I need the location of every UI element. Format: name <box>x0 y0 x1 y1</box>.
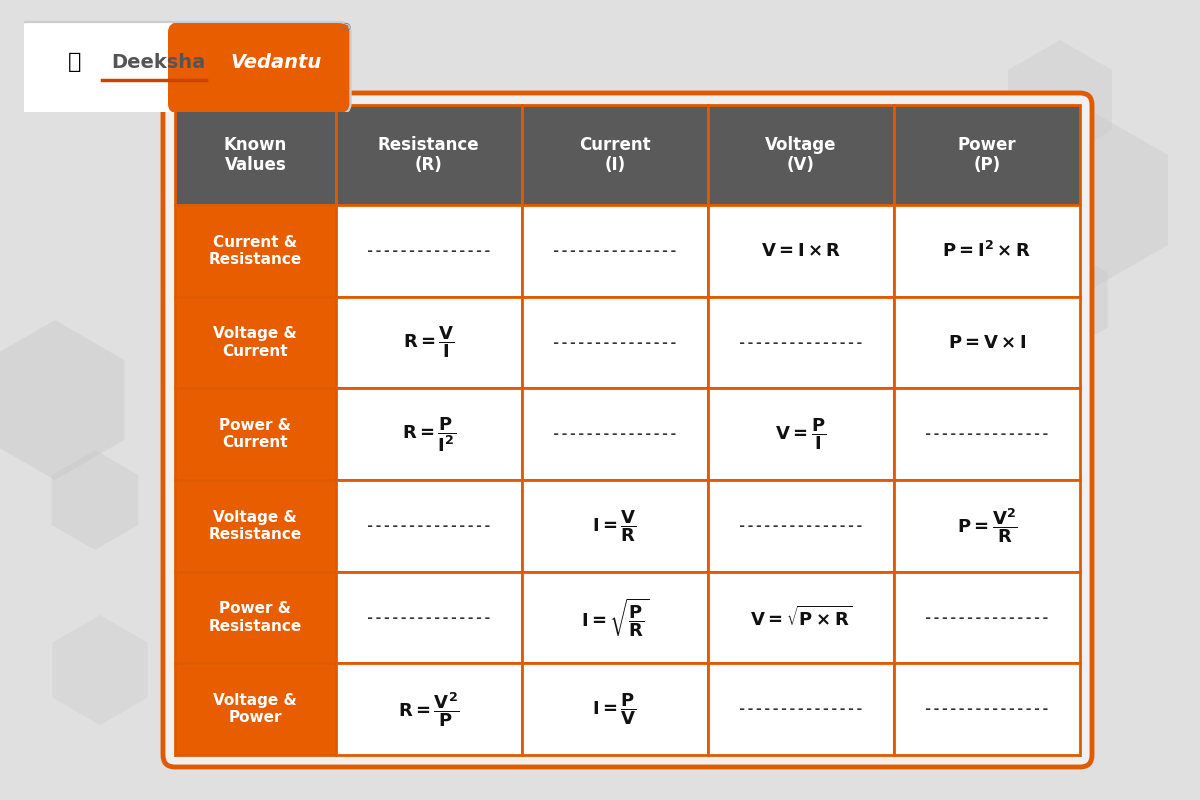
Bar <box>336 105 522 205</box>
Text: $\mathbf{I = \dfrac{V}{R}}$: $\mathbf{I = \dfrac{V}{R}}$ <box>593 508 637 544</box>
Bar <box>894 388 1080 480</box>
Text: ---------------: --------------- <box>552 244 678 258</box>
Bar <box>708 105 894 205</box>
Text: $\mathbf{I = \dfrac{P}{V}}$: $\mathbf{I = \dfrac{P}{V}}$ <box>593 691 637 727</box>
Text: $\mathbf{V = I \times R}$: $\mathbf{V = I \times R}$ <box>761 242 841 260</box>
Text: ®: ® <box>340 23 352 33</box>
Text: Voltage &
Power: Voltage & Power <box>214 693 298 726</box>
Bar <box>522 572 708 663</box>
Text: $\mathbf{I = \sqrt{\dfrac{P}{R}}}$: $\mathbf{I = \sqrt{\dfrac{P}{R}}}$ <box>581 596 649 638</box>
Text: 🔥: 🔥 <box>67 52 82 72</box>
Bar <box>175 663 336 755</box>
Text: $\mathbf{V = \sqrt{P \times R}}$: $\mathbf{V = \sqrt{P \times R}}$ <box>750 606 852 630</box>
Text: ---------------: --------------- <box>924 427 1050 441</box>
Bar <box>708 297 894 388</box>
Bar <box>175 105 336 205</box>
Text: ---------------: --------------- <box>738 702 864 716</box>
Text: Deeksha: Deeksha <box>112 53 205 71</box>
FancyBboxPatch shape <box>14 22 350 114</box>
Bar <box>894 663 1080 755</box>
Text: Current &
Resistance: Current & Resistance <box>209 234 302 267</box>
FancyBboxPatch shape <box>168 22 350 114</box>
Text: $\mathbf{R = \dfrac{P}{I^2}}$: $\mathbf{R = \dfrac{P}{I^2}}$ <box>402 414 456 454</box>
Bar <box>708 572 894 663</box>
Text: ---------------: --------------- <box>924 610 1050 625</box>
Text: Voltage &
Resistance: Voltage & Resistance <box>209 510 302 542</box>
Bar <box>522 297 708 388</box>
Bar <box>894 572 1080 663</box>
Text: ---------------: --------------- <box>366 519 492 533</box>
Bar <box>175 205 336 297</box>
Text: $\mathbf{R = \dfrac{V}{I}}$: $\mathbf{R = \dfrac{V}{I}}$ <box>403 325 455 360</box>
Bar <box>180 32 202 104</box>
Bar <box>894 297 1080 388</box>
Bar <box>175 572 336 663</box>
Text: ---------------: --------------- <box>366 244 492 258</box>
Bar <box>175 480 336 572</box>
Bar <box>175 388 336 480</box>
Bar <box>336 205 522 297</box>
Bar <box>708 663 894 755</box>
Text: Power &
Current: Power & Current <box>220 418 292 450</box>
Bar <box>522 480 708 572</box>
Text: ---------------: --------------- <box>552 335 678 350</box>
Bar <box>894 205 1080 297</box>
Text: Known
Values: Known Values <box>223 135 287 174</box>
Bar <box>708 205 894 297</box>
Text: Voltage &
Current: Voltage & Current <box>214 326 298 358</box>
Bar <box>522 663 708 755</box>
Text: $\mathbf{R = \dfrac{V^2}{P}}$: $\mathbf{R = \dfrac{V^2}{P}}$ <box>398 690 460 729</box>
Text: $\mathbf{P = V \times I}$: $\mathbf{P = V \times I}$ <box>948 334 1026 351</box>
Bar <box>175 297 336 388</box>
Bar <box>894 480 1080 572</box>
Text: Power
(P): Power (P) <box>958 135 1016 174</box>
Text: ---------------: --------------- <box>552 427 678 441</box>
Text: ---------------: --------------- <box>366 610 492 625</box>
Text: ---------------: --------------- <box>924 702 1050 716</box>
Text: ---------------: --------------- <box>738 335 864 350</box>
Bar <box>522 388 708 480</box>
FancyBboxPatch shape <box>163 93 1092 767</box>
Bar <box>522 105 708 205</box>
Bar <box>894 105 1080 205</box>
Text: Voltage
(V): Voltage (V) <box>766 135 836 174</box>
Text: $\mathbf{P = I^2 \times R}$: $\mathbf{P = I^2 \times R}$ <box>942 241 1032 261</box>
Bar <box>336 388 522 480</box>
Text: Power &
Resistance: Power & Resistance <box>209 602 302 634</box>
Text: Vedantu: Vedantu <box>230 53 322 71</box>
Bar <box>522 205 708 297</box>
Bar <box>708 388 894 480</box>
Bar <box>336 297 522 388</box>
Text: $\mathbf{P = \dfrac{V^2}{R}}$: $\mathbf{P = \dfrac{V^2}{R}}$ <box>956 506 1018 546</box>
Bar <box>336 480 522 572</box>
Text: ---------------: --------------- <box>738 519 864 533</box>
Bar <box>336 572 522 663</box>
Text: $\mathbf{V = \dfrac{P}{I}}$: $\mathbf{V = \dfrac{P}{I}}$ <box>775 416 827 452</box>
Bar <box>336 663 522 755</box>
Text: Current
(I): Current (I) <box>578 135 650 174</box>
Text: Resistance
(R): Resistance (R) <box>378 135 480 174</box>
Bar <box>708 480 894 572</box>
